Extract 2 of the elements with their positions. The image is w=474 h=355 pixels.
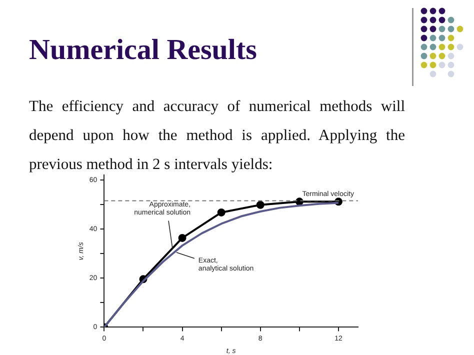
chart-subtitle: The efficiency and accuracy of numerical methods will depend upon how the method is applied. Applying the previous method in 2 s intervals yields: (29, 97, 405, 175)
chart-title: Numerical Results (29, 34, 257, 67)
